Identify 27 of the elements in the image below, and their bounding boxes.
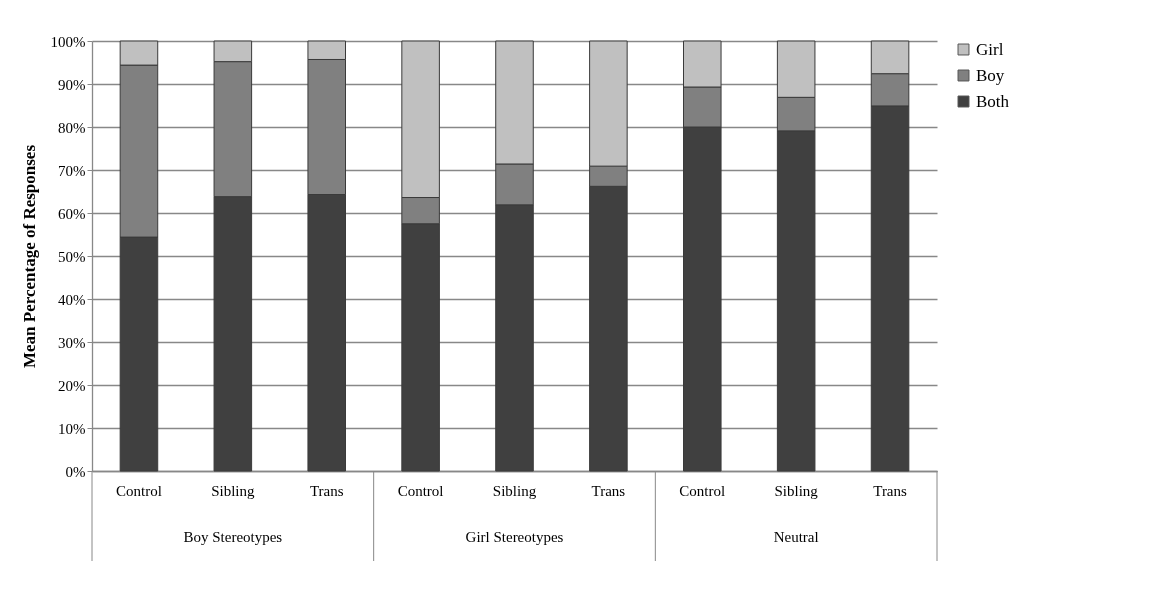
y-tick-label: 20% xyxy=(58,377,86,394)
x-tick-label: Control xyxy=(397,482,444,499)
y-tick-label: 30% xyxy=(58,334,86,351)
text: Girl Stereotypes xyxy=(465,529,564,545)
y-tick-label: 70% xyxy=(58,162,86,179)
y-tick-label: 100% xyxy=(50,33,86,50)
text: Boy Stereotypes xyxy=(183,529,283,545)
y-tick-label: 0% xyxy=(65,463,86,480)
x-tick-label: Trans xyxy=(309,482,344,499)
y-tick-label: 50% xyxy=(58,248,86,265)
legend-label: Boy xyxy=(976,65,1005,85)
y-tick-label: 80% xyxy=(58,119,86,136)
text: Neutral xyxy=(773,529,819,545)
legend-label: Both xyxy=(976,91,1010,111)
x-tick-label: Trans xyxy=(591,482,626,499)
legend-label: Girl xyxy=(976,39,1004,59)
x-tick-label: Sibling xyxy=(211,482,255,499)
x-tick-label: Trans xyxy=(873,482,908,499)
x-tick-label: Sibling xyxy=(774,482,819,499)
y-tick-label: 10% xyxy=(58,420,86,437)
y-tick-label: 90% xyxy=(58,76,86,93)
y-tick-label: 60% xyxy=(58,205,86,222)
y-tick-label: 40% xyxy=(58,291,86,308)
y-axis-title: Mean Percentage of Responses xyxy=(19,144,39,369)
x-tick-label: Sibling xyxy=(492,482,537,499)
x-tick-label: Control xyxy=(116,482,162,499)
x-tick-label: Control xyxy=(679,482,726,499)
